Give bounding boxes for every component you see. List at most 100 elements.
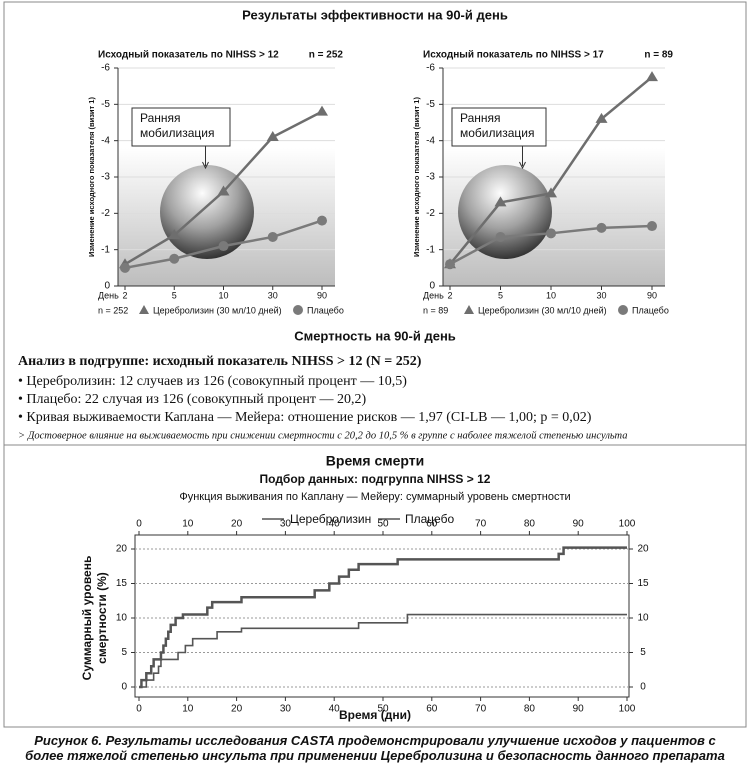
annotation-box [131, 107, 231, 147]
x-tick-label: 10 [218, 290, 228, 300]
y-tick-label: 5 [121, 647, 127, 658]
plot-frame [134, 534, 630, 698]
x-tick-label: 50 [377, 704, 389, 715]
x-tick-label: 100 [619, 704, 636, 715]
legend-label: Плацебо [307, 305, 344, 315]
marker [596, 222, 607, 233]
x-label: Время (дни) [339, 708, 411, 722]
x-tick-label: 5 [498, 290, 503, 300]
y-label: Изменение исходного показателя (визит 1) [412, 97, 421, 257]
x-tick-label: 40 [329, 704, 341, 715]
marker [218, 241, 229, 252]
x-tick-label: 100 [619, 519, 636, 530]
x-tick-label: 90 [647, 290, 657, 300]
arrow-head [202, 161, 209, 170]
bullet: • Плацебо: 22 случая из 126 (совокупный … [18, 392, 367, 407]
y-tick-label: -6 [101, 63, 110, 74]
y-tick-label: -6 [426, 63, 435, 74]
y-tick-label: -3 [101, 172, 110, 183]
y-tick-label: 20 [637, 544, 649, 555]
legend-marker [464, 305, 474, 314]
y-label: Суммарный уровень [80, 556, 94, 681]
y-tick-label: 15 [637, 578, 649, 589]
x-tick-label: 50 [377, 519, 389, 530]
y-tick-label: -3 [426, 172, 435, 183]
x-tick-label: 20 [231, 519, 243, 530]
y-tick-label: 10 [116, 613, 128, 624]
x-tick-label: 90 [573, 704, 585, 715]
caption: Рисунок 6. Результаты исследования CASTA… [25, 733, 725, 763]
x-tick-label: 30 [268, 290, 278, 300]
x-tick-label: 70 [475, 704, 487, 715]
annotation: мобилизация [140, 126, 214, 140]
y-tick-label: -4 [101, 135, 110, 146]
subtitle: Исходный показатель по NIHSS > 12 [98, 50, 279, 61]
mortality-title: Смертность на 90-й день [294, 328, 456, 343]
annotation: Ранняя [140, 111, 181, 125]
annotation: мобилизация [460, 126, 534, 140]
annotation-box [451, 107, 547, 147]
y-label: смертности (%) [95, 572, 109, 664]
y-tick-label: 5 [640, 647, 646, 658]
arrow-head [519, 161, 526, 170]
x-tick-label: 10 [182, 704, 194, 715]
heading: Результаты эффективности на 90-й день [242, 7, 508, 22]
x-tick-label: 90 [573, 519, 585, 530]
y-tick-label: -5 [426, 99, 435, 110]
x-label: День [423, 290, 444, 300]
x-tick-label: 70 [475, 519, 487, 530]
step-line [139, 613, 627, 688]
legend-marker [293, 305, 303, 315]
sphere [160, 165, 254, 259]
y-label: Изменение исходного показателя (визит 1) [87, 97, 96, 257]
figure: Результаты эффективности на 90-й день См… [3, 1, 747, 728]
x-tick-label: 30 [280, 519, 292, 530]
x-tick-label: 5 [172, 290, 177, 300]
subtitle: Исходный показатель по NIHSS > 17 [423, 50, 604, 61]
subtitle: Функция выживания по Каплану — Мейеру: с… [179, 491, 570, 503]
n-top: n = 89 [644, 50, 673, 61]
x-tick-label: 20 [231, 704, 243, 715]
marker [546, 228, 556, 239]
x-tick-label: 60 [426, 704, 438, 715]
x-tick-label: 2 [122, 290, 127, 300]
marker [168, 229, 181, 240]
step-line [139, 546, 627, 689]
marker [217, 185, 230, 196]
bullet: • Кривая выживаемости Каплана — Мейера: … [18, 410, 592, 425]
legend-label: Церебролизин [290, 512, 371, 526]
y-tick-label: -1 [101, 244, 110, 255]
y-tick-label: 15 [116, 578, 128, 589]
y-tick-label: 0 [429, 281, 435, 292]
n-top: n = 252 [309, 50, 344, 61]
x-label: День [98, 290, 119, 300]
y-tick-label: 10 [637, 613, 649, 624]
marker [267, 231, 278, 242]
x-tick-label: 30 [280, 704, 292, 715]
marker [317, 215, 327, 226]
y-tick-label: -1 [426, 244, 435, 255]
y-tick-label: 20 [116, 544, 128, 555]
marker [646, 71, 658, 82]
legend-label: Церебролизин (30 мл/10 дней) [478, 305, 607, 315]
marker [120, 262, 130, 273]
bullet: • Церебролизин: 12 случаев из 126 (совок… [18, 374, 407, 389]
y-tick-label: -5 [101, 99, 110, 110]
y-tick-label: 0 [121, 682, 127, 693]
marker [495, 231, 506, 242]
y-tick-label: -2 [426, 208, 435, 219]
x-tick-label: 30 [596, 290, 606, 300]
x-tick-label: 80 [524, 519, 536, 530]
y-tick-label: -4 [426, 135, 435, 146]
legend-label: Плацебо [405, 512, 454, 526]
x-tick-label: 90 [317, 290, 327, 300]
marker [169, 253, 180, 264]
legend-label: Церебролизин (30 мл/10 дней) [153, 305, 282, 315]
n-bottom: n = 89 [423, 305, 448, 315]
x-tick-label: 60 [426, 519, 438, 530]
x-tick-label: 0 [136, 519, 142, 530]
chart-title: Время смерти [326, 453, 424, 469]
x-tick-label: 2 [447, 290, 452, 300]
legend-label: Плацебо [632, 305, 669, 315]
x-tick-label: 80 [524, 704, 536, 715]
